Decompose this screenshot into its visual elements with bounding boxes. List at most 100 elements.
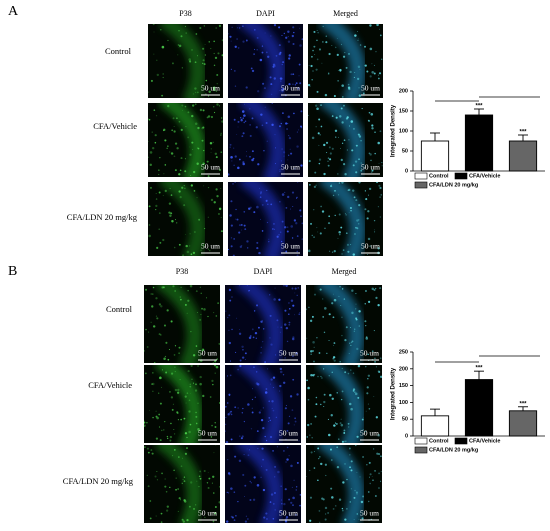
speckle — [318, 162, 321, 165]
speckle — [359, 44, 362, 46]
speckle — [149, 500, 152, 502]
speckle — [294, 314, 296, 316]
speckle — [298, 440, 300, 442]
speckle — [283, 450, 285, 452]
speckle — [352, 127, 355, 130]
speckle — [279, 170, 281, 172]
tissue-band — [158, 24, 206, 98]
speckle — [213, 365, 217, 367]
micrograph-content — [306, 365, 382, 443]
speckle — [348, 212, 350, 213]
speckle — [274, 65, 277, 67]
speckle — [206, 482, 209, 484]
speckle — [187, 111, 190, 114]
speckle — [343, 429, 346, 432]
y-tick-label: 100 — [399, 400, 408, 406]
speckle — [312, 350, 314, 352]
speckle — [354, 328, 356, 330]
speckle — [348, 352, 350, 355]
speckle — [199, 382, 202, 386]
speckle — [342, 481, 345, 484]
row-label: CFA/Vehicle — [88, 380, 132, 390]
speckle — [198, 475, 201, 478]
speckle — [274, 228, 276, 230]
speckle — [184, 105, 187, 108]
speckle — [144, 372, 147, 375]
speckle — [180, 418, 182, 421]
speckle — [213, 312, 215, 314]
speckle — [242, 117, 244, 119]
speckle — [278, 125, 282, 128]
speckle — [256, 241, 259, 244]
speckle — [345, 326, 348, 329]
speckle — [174, 290, 176, 292]
speckle — [229, 214, 232, 217]
speckle — [297, 182, 299, 183]
speckle — [284, 520, 288, 523]
speckle — [195, 422, 198, 425]
speckle — [279, 370, 283, 374]
speckle — [321, 497, 324, 500]
speckle — [261, 465, 263, 467]
speckle — [270, 83, 273, 86]
micrograph: 50 um — [225, 365, 301, 443]
speckle — [372, 350, 374, 352]
speckle — [237, 166, 240, 170]
speckle — [259, 192, 262, 195]
speckle — [321, 210, 325, 213]
speckle — [311, 136, 315, 140]
speckle — [347, 86, 351, 89]
speckle — [328, 215, 331, 218]
speckle — [195, 345, 198, 347]
speckle — [269, 294, 271, 296]
speckle — [291, 409, 294, 411]
speckle — [279, 77, 282, 80]
speckle — [180, 35, 183, 38]
speckle — [211, 424, 213, 427]
speckle — [377, 370, 380, 373]
speckle — [320, 377, 323, 379]
speckle — [243, 224, 246, 227]
speckle — [269, 383, 271, 385]
speckle — [154, 475, 157, 478]
speckle — [251, 388, 254, 390]
speckle — [238, 158, 241, 161]
speckle — [203, 469, 206, 473]
speckle — [277, 326, 279, 328]
speckle — [366, 464, 368, 466]
speckle — [264, 391, 268, 394]
speckle — [279, 510, 282, 513]
scale-bar-label: 50 um — [279, 349, 298, 358]
speckle — [178, 456, 180, 458]
speckle — [174, 142, 178, 145]
speckle — [218, 213, 220, 215]
speckle — [331, 459, 333, 461]
tissue-band — [238, 182, 286, 256]
speckle — [292, 504, 294, 506]
speckle — [167, 145, 169, 147]
speckle — [261, 51, 264, 54]
speckle — [209, 141, 213, 145]
panel-label: B — [8, 264, 17, 279]
speckle — [212, 520, 215, 523]
speckle — [378, 487, 380, 489]
speckle — [285, 516, 289, 519]
speckle — [316, 39, 318, 42]
speckle — [345, 214, 347, 216]
speckle — [242, 407, 244, 410]
speckle — [212, 141, 214, 143]
speckle — [190, 365, 193, 367]
speckle — [337, 173, 339, 175]
speckle — [351, 340, 354, 343]
speckle — [253, 476, 256, 479]
speckle — [213, 111, 216, 114]
speckle — [240, 119, 243, 122]
micrograph: 50 um — [306, 445, 382, 523]
speckle — [341, 253, 343, 255]
significance-label: *** — [475, 104, 483, 110]
speckle — [188, 430, 191, 434]
speckle — [280, 80, 282, 82]
speckle — [180, 465, 183, 467]
speckle — [288, 307, 291, 310]
speckle — [320, 403, 322, 406]
